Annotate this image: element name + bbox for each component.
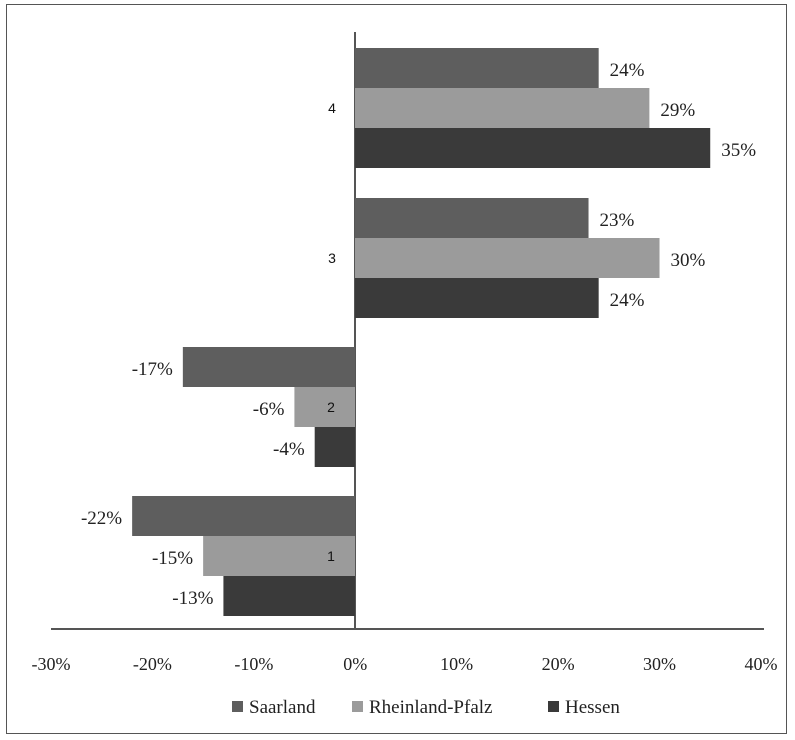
data-label: -22% [81, 508, 122, 529]
data-label: -6% [253, 399, 285, 420]
legend-label: Rheinland-Pfalz [369, 697, 492, 718]
legend-swatch-saarland [232, 701, 243, 712]
legend-swatch-hessen [548, 701, 559, 712]
bar-hessen-2 [314, 427, 355, 467]
x-tick-label: 20% [542, 654, 575, 674]
data-label: -17% [132, 359, 173, 380]
bar-hessen-4 [355, 128, 711, 168]
legend-label: Hessen [565, 697, 620, 718]
bar-rheinland-pfalz-1 [203, 536, 355, 576]
bar-hessen-3 [355, 278, 599, 318]
x-tick-label: 0% [343, 654, 367, 674]
bar-rheinland-pfalz-4 [355, 88, 650, 128]
bar-saarland-3 [355, 198, 589, 238]
bar-saarland-1 [132, 496, 355, 536]
data-label: 35% [721, 140, 756, 161]
data-label: 24% [610, 290, 645, 311]
bar-rheinland-pfalz-2 [294, 387, 355, 427]
category-label: 2 [327, 399, 335, 415]
category-label: 3 [328, 250, 336, 266]
data-label: 29% [660, 100, 695, 121]
data-label: 30% [671, 250, 706, 271]
bar-saarland-4 [355, 48, 599, 88]
data-label: -15% [152, 548, 193, 569]
category-label: 4 [328, 100, 336, 116]
data-label: 24% [610, 60, 645, 81]
x-tick-label: -20% [133, 654, 172, 674]
x-tick-label: 30% [643, 654, 676, 674]
data-label: 23% [600, 210, 635, 231]
x-tick-label: 40% [744, 654, 777, 674]
category-label: 1 [327, 548, 335, 564]
bar-rheinland-pfalz-3 [355, 238, 660, 278]
legend-label: Saarland [249, 697, 316, 718]
x-tick-label: 10% [440, 654, 473, 674]
x-tick-label: -30% [32, 654, 71, 674]
bar-hessen-1 [223, 576, 355, 616]
x-tick-label: -10% [234, 654, 273, 674]
data-label: -13% [172, 588, 213, 609]
legend-swatch-rheinland-pfalz [352, 701, 363, 712]
data-label: -4% [273, 439, 305, 460]
bar-saarland-2 [182, 347, 355, 387]
